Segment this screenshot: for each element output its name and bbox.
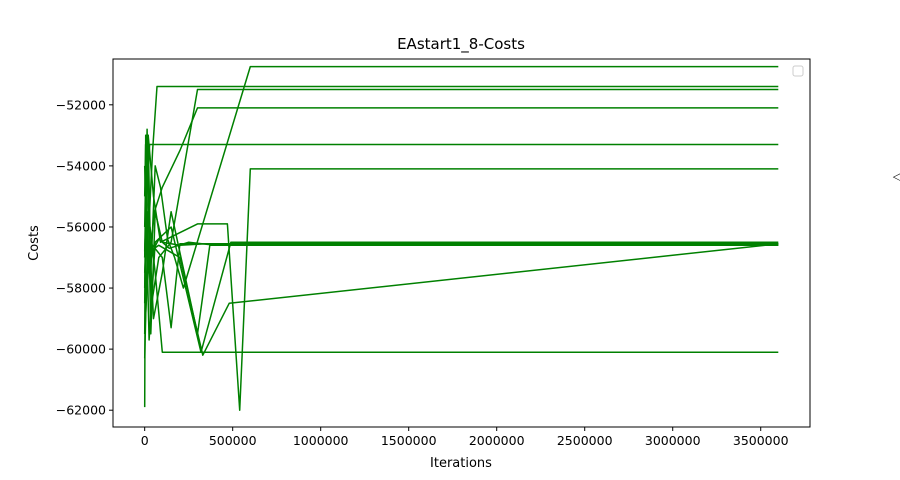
series-line-11 bbox=[143, 180, 779, 289]
x-tick-label: 3000000 bbox=[645, 433, 701, 448]
x-tick-label: 2000000 bbox=[469, 433, 525, 448]
y-tick-label: −58000 bbox=[56, 281, 106, 296]
series-line-9 bbox=[143, 241, 779, 356]
series-line-12 bbox=[143, 134, 779, 411]
y-tick-label: −60000 bbox=[56, 342, 106, 357]
x-axis-label: Iterations bbox=[430, 456, 492, 471]
x-tick-label: 0 bbox=[141, 433, 149, 448]
x-tick-label: 3500000 bbox=[733, 433, 789, 448]
plot-area bbox=[143, 65, 779, 411]
x-tick-label: 1000000 bbox=[293, 433, 349, 448]
series-line-13 bbox=[143, 226, 779, 353]
series-layer bbox=[143, 65, 779, 411]
y-tick-label: −62000 bbox=[56, 403, 106, 418]
triangle-left-icon: ◁ bbox=[893, 170, 900, 183]
chart-title: EAstart1_8-Costs bbox=[397, 35, 525, 54]
y-axis-label: Costs bbox=[27, 225, 42, 261]
x-tick-label: 2500000 bbox=[557, 433, 613, 448]
axes-layer: 0 500000 1000000 1500000 2000000 2500000 30000… bbox=[56, 97, 789, 448]
legend-box bbox=[792, 65, 804, 77]
plot-frame bbox=[112, 58, 811, 428]
x-tick-label: 1500000 bbox=[381, 433, 437, 448]
x-tick-label: 500000 bbox=[209, 433, 257, 448]
y-tick-label: −54000 bbox=[56, 158, 106, 173]
y-tick-label: −56000 bbox=[56, 219, 106, 234]
y-tick-label: −52000 bbox=[56, 97, 106, 112]
